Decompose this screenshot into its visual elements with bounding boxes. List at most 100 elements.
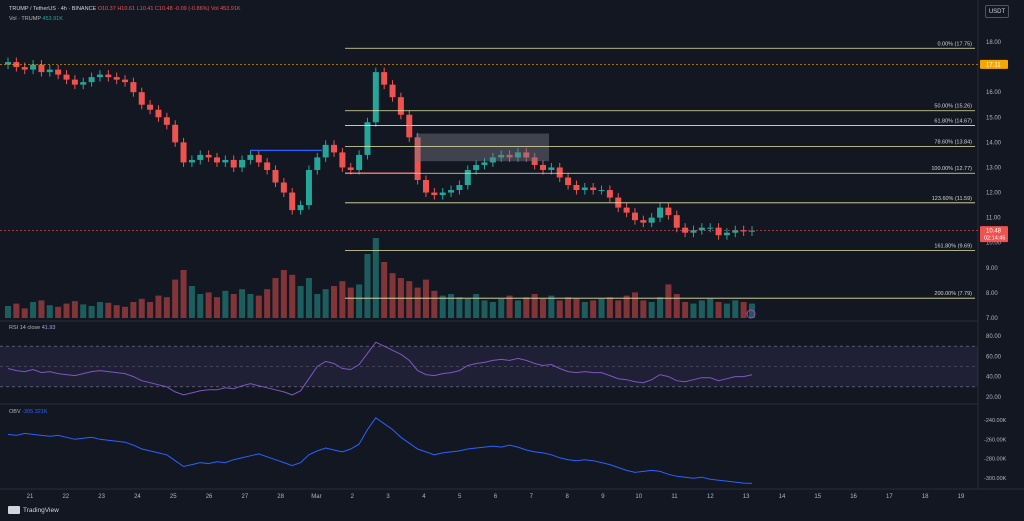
volume-bar (372, 238, 379, 318)
time-tick-label: 9 (601, 494, 605, 500)
candle-body (205, 154, 212, 158)
obv-tick-label: -280.00K (984, 457, 1007, 463)
candle-body (356, 154, 363, 170)
candle-body (188, 159, 195, 163)
candle-body (55, 69, 62, 75)
volume-bar (63, 303, 70, 318)
time-tick-label: 27 (242, 494, 249, 500)
price-tick-label: 12.00 (986, 191, 1002, 197)
volume-bar (414, 287, 421, 318)
candle-body (322, 144, 329, 158)
volume-bar (439, 295, 446, 318)
volume-bar (682, 302, 689, 318)
candle-body (230, 159, 237, 168)
volume-bar (255, 295, 262, 318)
volume-bar (740, 302, 747, 318)
fib-level-label: 161.80% (9.69) (934, 244, 972, 250)
volume-bar (489, 302, 496, 318)
rsi-label: RSI 14 close (9, 325, 41, 331)
volume-bar (13, 303, 20, 318)
candle-body (606, 190, 613, 198)
volume-bar (456, 297, 463, 318)
price-tick-label: 11.00 (986, 216, 1001, 222)
time-tick-label: 4 (422, 494, 426, 500)
volume-bar (305, 278, 312, 318)
volume-bar (422, 279, 429, 318)
candle-body (21, 67, 28, 70)
candle-body (565, 177, 572, 186)
candle-body (113, 77, 120, 80)
volume-bar (540, 298, 547, 318)
volume-bar (105, 302, 112, 318)
rsi-line (7, 341, 753, 396)
candle-body (531, 157, 538, 165)
fib-level-label: 100.00% (12.77) (931, 166, 972, 172)
candle-body (573, 185, 580, 191)
volume-bar (364, 254, 371, 318)
candle-body (481, 162, 488, 165)
volume-bar (314, 294, 321, 318)
time-tick-label: 6 (494, 494, 498, 500)
price-tick-label: 9.00 (986, 266, 998, 272)
volume-bar (548, 295, 555, 318)
candle-body (489, 157, 496, 163)
price-tag-label: 17.11 (986, 62, 1001, 68)
volume-bar (5, 306, 11, 318)
candle-body (673, 215, 680, 228)
rsi-legend[interactable]: RSI 14 close 41.93 (9, 325, 55, 331)
time-tick-label: 28 (277, 494, 284, 500)
volume-bar (322, 289, 329, 318)
candle-body (389, 84, 396, 98)
volume-bar (598, 298, 605, 318)
time-tick-label: 13 (743, 494, 750, 500)
volume-bar (715, 302, 722, 318)
candle-body (740, 230, 747, 232)
time-tick-label: 5 (458, 494, 462, 500)
rsi-tick-label: 60.00 (986, 354, 1002, 360)
time-tick-label: 10 (635, 494, 642, 500)
candle-body (690, 230, 697, 233)
rsi-value: 41.93 (41, 325, 56, 331)
candle-body (381, 72, 388, 85)
obv-tick-label: -260.00K (984, 437, 1007, 443)
symbol-legend[interactable]: TRUMP / TetherUS · 4h · BINANCE O10.37 H… (9, 6, 241, 12)
candle-body (180, 142, 187, 163)
volume-bar (147, 302, 154, 318)
obv-tick-label: -240.00K (984, 418, 1007, 424)
candle-body (422, 180, 429, 193)
volume-bar (138, 298, 145, 318)
volume-legend[interactable]: Vol · TRUMP 453.91K (9, 16, 63, 22)
candle-body (448, 190, 455, 193)
candle-body (631, 212, 638, 221)
time-tick-label: 14 (779, 494, 786, 500)
price-tag-countdown: 02:14:45 (984, 236, 1005, 242)
obv-line (7, 417, 753, 484)
volume-bar (481, 300, 488, 318)
volume-bar (565, 297, 572, 318)
volume-bar (180, 270, 187, 318)
candle-body (213, 157, 220, 163)
volume-bar (30, 302, 37, 318)
currency-button[interactable]: USDT (985, 5, 1009, 18)
volume-bar (155, 295, 162, 318)
volume-bar (46, 305, 53, 318)
price-tick-label: 14.00 (986, 140, 1002, 146)
rsi-tick-label: 40.00 (986, 375, 1002, 381)
volume-bar (21, 308, 28, 318)
candle-body (239, 159, 246, 168)
candle-body (255, 154, 262, 163)
candle-body (38, 64, 45, 73)
obv-legend[interactable]: OBV -305.321K (9, 409, 48, 415)
price-tick-label: 8.00 (986, 291, 998, 297)
candle-body (749, 230, 755, 232)
tradingview-logo[interactable]: TradingView (8, 506, 59, 514)
price-tick-label: 18.00 (986, 40, 1002, 46)
candle-body (623, 207, 630, 213)
volume-bar (113, 305, 120, 318)
candle-body (96, 74, 103, 78)
volume-bar (205, 292, 212, 318)
volume-bar (623, 295, 630, 318)
volume-bar (648, 302, 655, 318)
candle-body (80, 82, 87, 85)
